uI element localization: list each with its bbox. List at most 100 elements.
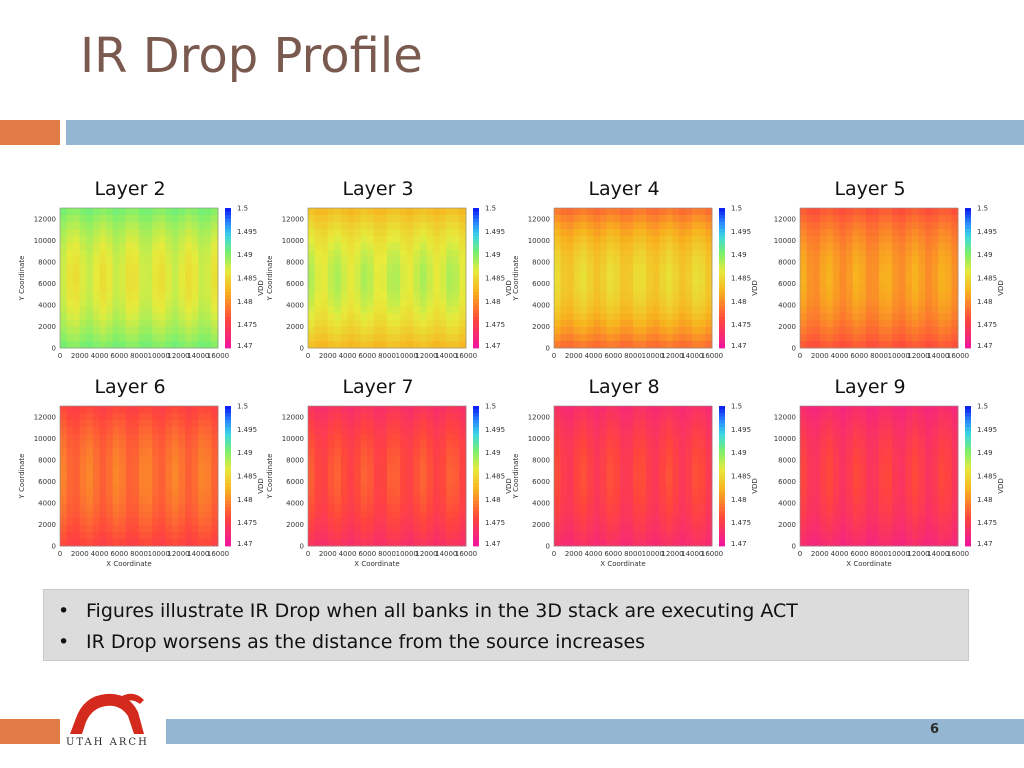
heatmap-cell xyxy=(60,406,67,414)
colorbar-segment xyxy=(965,490,971,494)
heatmap-cell xyxy=(813,406,821,414)
heatmap-cell xyxy=(387,341,394,349)
heatmap-cell xyxy=(872,320,880,328)
heatmap-cell xyxy=(380,264,388,272)
heatmap-cell xyxy=(191,511,199,519)
heatmap-cell xyxy=(211,420,219,428)
heatmap-cell xyxy=(633,462,640,470)
heatmap-cell xyxy=(813,497,821,505)
heatmap-cell xyxy=(426,427,434,435)
heatmap-cell xyxy=(626,525,634,533)
heatmap-cell xyxy=(347,504,355,512)
heatmap-cell xyxy=(66,313,74,321)
heatmap-cell xyxy=(439,327,447,335)
heatmap-cell xyxy=(132,208,140,216)
heatmap-cell xyxy=(600,271,608,279)
heatmap-cell xyxy=(367,257,375,265)
heatmap-cell xyxy=(387,518,394,526)
heatmap-cell xyxy=(185,504,193,512)
heatmap-cell xyxy=(132,334,140,342)
heatmap-cell xyxy=(800,327,807,335)
heatmap-cell xyxy=(393,462,401,470)
heatmap-cell xyxy=(652,490,660,498)
colorbar-segment xyxy=(473,323,479,328)
heatmap-cell xyxy=(119,215,127,223)
heatmap-cell xyxy=(191,406,199,414)
heatmap-title: Layer 4 xyxy=(588,178,660,200)
heatmap-cell xyxy=(626,229,634,237)
heatmap-cell xyxy=(79,327,87,335)
colorbar-segment xyxy=(225,497,231,501)
heatmap-cell xyxy=(387,222,394,230)
heatmap-cell xyxy=(606,257,614,265)
heatmap-cell xyxy=(846,434,854,442)
heatmap-cell xyxy=(139,455,146,463)
heatmap-cell xyxy=(308,208,315,216)
heatmap-cell xyxy=(692,285,700,293)
heatmap-cell xyxy=(198,448,206,456)
heatmap-cell xyxy=(892,413,900,421)
heatmap-cell xyxy=(705,292,713,300)
heatmap-cell xyxy=(367,406,375,414)
heatmap-cell xyxy=(191,306,199,314)
heatmap-cell xyxy=(839,406,847,414)
heatmap-cell xyxy=(125,406,133,414)
colorbar-tick-label: 1.485 xyxy=(731,275,751,283)
heatmap-cell xyxy=(800,313,807,321)
heatmap-cell xyxy=(433,215,441,223)
heatmap-cell xyxy=(125,306,133,314)
heatmap-cell xyxy=(800,229,807,237)
heatmap-cell xyxy=(698,469,706,477)
heatmap-cell xyxy=(839,292,847,300)
colorbar-segment xyxy=(225,413,231,417)
heatmap-cell xyxy=(171,320,179,328)
heatmap-cell xyxy=(892,483,900,491)
heatmap-cell xyxy=(826,278,834,286)
heatmap-cell xyxy=(92,427,100,435)
heatmap-cell xyxy=(92,208,100,216)
heatmap-cell xyxy=(806,441,814,449)
heatmap-cell xyxy=(931,539,939,547)
heatmap-cell xyxy=(885,427,893,435)
heatmap-cell xyxy=(846,285,854,293)
heatmap-cell xyxy=(413,483,421,491)
heatmap-cell xyxy=(132,532,140,540)
heatmap-cell xyxy=(813,434,821,442)
x-axis-label: X Coordinate xyxy=(846,560,891,568)
heatmap-cell xyxy=(925,334,933,342)
heatmap-cell xyxy=(125,455,133,463)
heatmap-cell xyxy=(327,441,335,449)
heatmap-cell xyxy=(347,518,355,526)
heatmap-cell xyxy=(459,434,467,442)
colorbar-segment xyxy=(473,309,479,314)
heatmap-cell xyxy=(152,222,160,230)
heatmap-cell xyxy=(433,313,441,321)
heatmap-cell xyxy=(185,434,193,442)
y-tick-label: 6000 xyxy=(778,280,796,288)
heatmap-cell xyxy=(944,208,952,216)
heatmap-cell xyxy=(865,490,873,498)
heatmap-cell xyxy=(426,243,434,251)
heatmap-cell xyxy=(560,243,568,251)
heatmap-cell xyxy=(800,285,807,293)
heatmap-cell xyxy=(606,420,614,428)
heatmap-cell xyxy=(308,327,315,335)
heatmap-cell xyxy=(145,306,153,314)
heatmap-cell xyxy=(92,222,100,230)
heatmap-cell xyxy=(839,462,847,470)
heatmap-cell xyxy=(419,469,427,477)
colorbar-segment xyxy=(965,427,971,431)
heatmap-cell xyxy=(600,518,608,526)
heatmap-cell xyxy=(158,448,166,456)
heatmap-cell xyxy=(865,278,873,286)
heatmap-cell xyxy=(79,292,87,300)
heatmap-cell xyxy=(433,469,441,477)
colorbar-segment xyxy=(225,437,231,442)
heatmap-cell xyxy=(879,525,886,533)
heatmap-cell xyxy=(652,313,660,321)
heatmap-cell xyxy=(132,497,140,505)
colorbar-tick-label: 1.475 xyxy=(977,519,997,527)
heatmap-cell xyxy=(321,511,329,519)
heatmap-cell xyxy=(380,413,388,421)
heatmap-cell xyxy=(685,469,693,477)
